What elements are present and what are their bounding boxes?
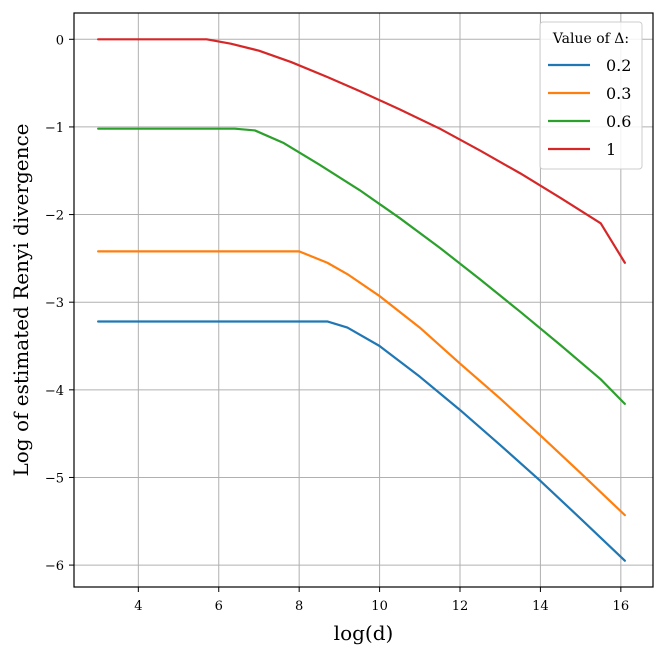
legend-label: 0.3: [606, 84, 631, 103]
series-line-1: [97, 38, 626, 264]
x-tick-label: 8: [295, 599, 303, 614]
y-tick-label: −1: [45, 121, 64, 136]
y-tick-label: −2: [45, 209, 64, 224]
y-tick-label: −3: [45, 296, 64, 311]
series-line-0.3: [97, 250, 626, 517]
x-tick-label: 4: [134, 599, 142, 614]
y-tick-label: −4: [45, 384, 64, 399]
x-axis-label: log(d): [334, 621, 394, 645]
legend-label: 0.2: [606, 56, 631, 75]
y-axis-label: Log of estimated Renyi divergence: [9, 123, 33, 476]
legend-label: 0.6: [606, 112, 631, 131]
x-tick-label: 6: [215, 599, 223, 614]
y-tick-label: 0: [56, 33, 64, 48]
x-tick-label: 16: [613, 599, 630, 614]
plot-frame: [73, 12, 654, 588]
y-tick-label: −5: [45, 471, 64, 486]
x-tick-label: 10: [371, 599, 388, 614]
y-tick-label: −6: [45, 559, 64, 574]
axis-ticks: 4 6 8 10 12 14 16 0 −1 −2 −3 −4 −5 −6: [45, 33, 629, 614]
legend: Value of Δ: 0.2 0.3 0.6 1: [539, 21, 643, 170]
series-lines: [97, 38, 626, 562]
x-tick-label: 14: [532, 599, 549, 614]
legend-title: Value of Δ:: [552, 31, 629, 47]
legend-box: [539, 21, 643, 170]
x-tick-label: 12: [452, 599, 469, 614]
series-line-0.2: [97, 320, 626, 562]
legend-label: 1: [606, 140, 616, 159]
series-line-0.6: [97, 127, 626, 405]
legend-items: 0.2 0.3 0.6 1: [548, 56, 631, 159]
